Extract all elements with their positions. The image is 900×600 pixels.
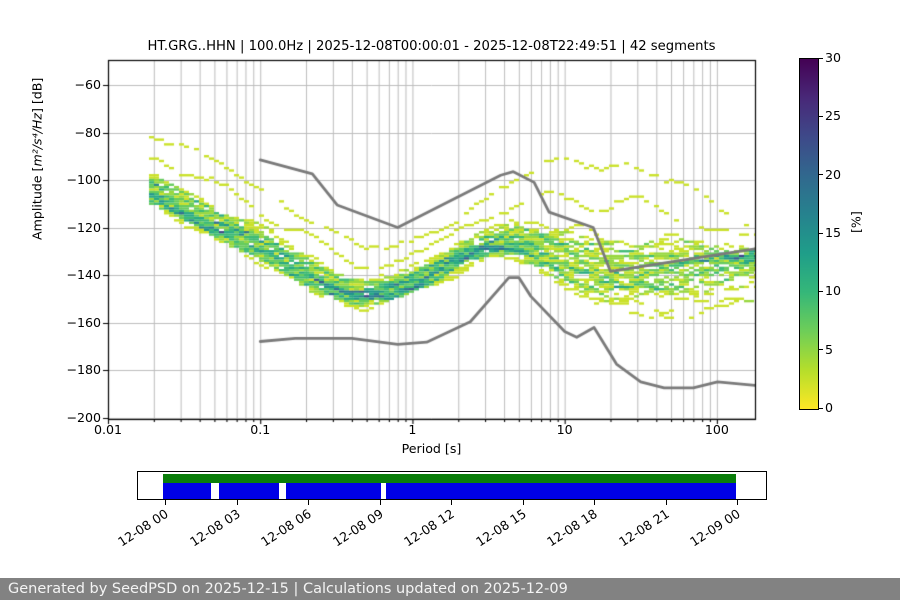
colorbar-tick-label: 30: [825, 50, 842, 65]
timeline-tick: [522, 500, 524, 505]
colorbar: [799, 58, 819, 410]
timeline-tick: [665, 500, 667, 505]
colorbar-tick-label: 0: [825, 400, 834, 415]
timeline-tick: [236, 500, 238, 505]
y-axis-label-prefix: Amplitude [: [29, 166, 45, 240]
y-tick-label: −100: [66, 172, 101, 187]
timeline-tick: [379, 500, 381, 505]
timeline-coverage-bar: [163, 473, 736, 483]
colorbar-tick: [818, 407, 823, 409]
x-tick-label: 10: [556, 422, 573, 437]
timeline-tick: [165, 500, 167, 505]
x-tick-label: 0.1: [250, 422, 271, 437]
timeline-data-segment: [286, 483, 382, 499]
chart-title: HT.GRG..HHN | 100.0Hz | 2025-12-08T00:00…: [147, 39, 716, 54]
colorbar-tick-label: 25: [825, 108, 842, 124]
colorbar-tick-label: 5: [825, 341, 834, 357]
y-tick-label: −180: [66, 362, 101, 377]
colorbar-tick: [818, 232, 823, 234]
timeline-data-segment: [219, 483, 280, 499]
colorbar-tick-label: 10: [825, 283, 842, 299]
colorbar-tick: [818, 115, 823, 118]
timeline-tick: [594, 500, 596, 505]
timeline-data-segment: [163, 483, 212, 499]
y-tick-label: −80: [74, 124, 101, 140]
x-tick-label: 0.01: [93, 422, 123, 437]
colorbar-tick: [818, 349, 823, 351]
timeline-data-segment: [386, 483, 736, 499]
timeline-tick: [451, 500, 453, 505]
colorbar-tick-label: 15: [825, 225, 842, 240]
y-tick-label: −140: [66, 267, 101, 282]
timeline-tick: [308, 500, 310, 505]
colorbar-tick: [818, 57, 823, 59]
colorbar-tick: [818, 174, 823, 176]
y-axis-label-units: m²/s⁴/Hz: [29, 113, 45, 167]
x-axis-label: Period [s]: [401, 441, 462, 456]
colorbar-tick-label: 20: [825, 166, 842, 182]
y-tick-label: −160: [66, 314, 101, 330]
timeline-tick: [737, 500, 739, 505]
x-tick-label: 100: [704, 422, 729, 437]
x-tick-label: 1: [408, 422, 417, 437]
y-tick-label: −200: [66, 409, 101, 425]
y-tick-label: −120: [66, 219, 101, 235]
colorbar-tick: [818, 290, 823, 293]
y-tick-label: −60: [74, 77, 101, 92]
y-axis-label-suffix: ] [dB]: [29, 77, 45, 114]
footer-bar: Generated by SeedPSD on 2025-12-15 | Cal…: [0, 578, 900, 600]
footer-text: Generated by SeedPSD on 2025-12-15 | Cal…: [8, 581, 568, 597]
